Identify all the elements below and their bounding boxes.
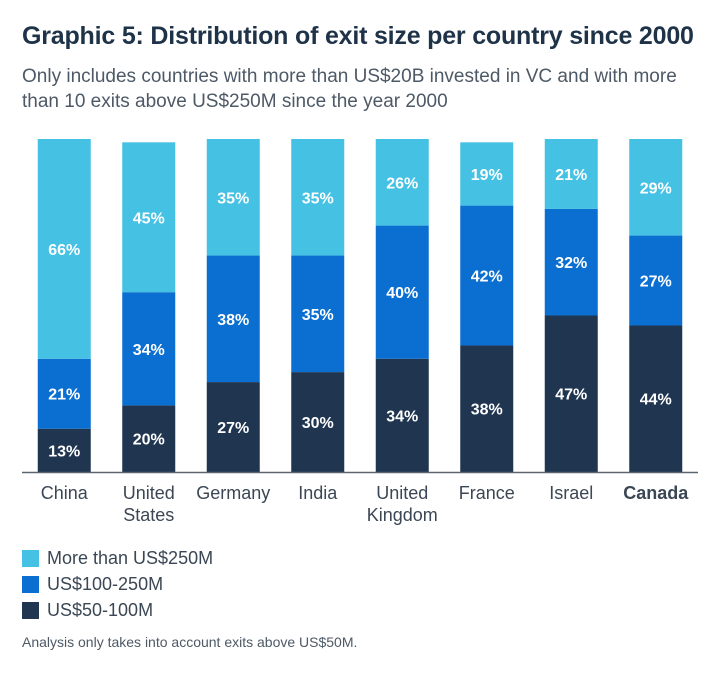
legend-swatch-100-250m bbox=[22, 575, 39, 593]
bar-segment-israel-us-100-250m bbox=[544, 208, 598, 316]
data-label-israel-us-50-100m: 47% bbox=[555, 387, 587, 404]
bar-segment-france-us-100-250m bbox=[460, 205, 514, 346]
chart-legend: More than US$250M US$100-250M US$50-100M bbox=[22, 545, 213, 623]
bar-segment-india-us-50-100m bbox=[291, 372, 345, 472]
category-label-france: France bbox=[459, 483, 515, 503]
bar-segment-united-states-more-than-us-250m bbox=[122, 142, 176, 293]
bar-segment-canada-us-50-100m bbox=[629, 325, 683, 472]
data-label-united-states-us-50-100m: 20% bbox=[133, 432, 165, 449]
bar-segment-germany-us-100-250m bbox=[206, 255, 260, 383]
data-label-germany-us-50-100m: 27% bbox=[217, 420, 249, 437]
bar-segment-united-kingdom-us-50-100m bbox=[375, 358, 429, 472]
legend-label-50-100m: US$50-100M bbox=[47, 599, 154, 620]
bar-segment-germany-us-50-100m bbox=[206, 382, 260, 472]
data-label-france-more-than-us-250m: 19% bbox=[471, 167, 503, 184]
data-label-china-us-50-100m: 13% bbox=[48, 443, 80, 460]
data-label-china-more-than-us-250m: 66% bbox=[48, 242, 80, 259]
legend-item-50-100m: US$50-100M bbox=[22, 597, 213, 623]
chart-footnote: Analysis only takes into account exits a… bbox=[22, 634, 358, 650]
bar-segment-united-states-us-100-250m bbox=[122, 292, 176, 406]
legend-item-over-250m: More than US$250M bbox=[22, 545, 213, 571]
bar-segment-canada-more-than-us-250m bbox=[629, 139, 683, 236]
data-label-canada-more-than-us-250m: 29% bbox=[640, 180, 672, 197]
data-label-united-states-us-100-250m: 34% bbox=[133, 342, 165, 359]
bar-segment-china-more-than-us-250m bbox=[37, 139, 91, 359]
legend-swatch-50-100m bbox=[22, 601, 39, 619]
data-label-united-kingdom-us-100-250m: 40% bbox=[386, 285, 418, 302]
bar-segment-united-kingdom-more-than-us-250m bbox=[375, 139, 429, 226]
data-label-china-us-100-250m: 21% bbox=[48, 387, 80, 404]
category-label-india: India bbox=[298, 483, 338, 503]
data-label-india-us-50-100m: 30% bbox=[302, 415, 334, 432]
chart-title: Graphic 5: Distribution of exit size per… bbox=[22, 22, 694, 50]
data-label-france-us-100-250m: 42% bbox=[471, 269, 503, 286]
bar-segment-china-us-100-250m bbox=[37, 358, 91, 429]
data-label-united-kingdom-us-50-100m: 34% bbox=[386, 408, 418, 425]
data-label-united-kingdom-more-than-us-250m: 26% bbox=[386, 175, 418, 192]
category-label-germany: Germany bbox=[196, 483, 270, 503]
data-label-india-more-than-us-250m: 35% bbox=[302, 190, 334, 207]
legend-item-100-250m: US$100-250M bbox=[22, 571, 213, 597]
bar-segment-united-states-us-50-100m bbox=[122, 405, 176, 472]
data-label-canada-us-100-250m: 27% bbox=[640, 274, 672, 291]
bar-segment-india-more-than-us-250m bbox=[291, 139, 345, 256]
data-label-canada-us-50-100m: 44% bbox=[640, 392, 672, 409]
data-label-united-states-more-than-us-250m: 45% bbox=[133, 210, 165, 227]
bar-segment-israel-more-than-us-250m bbox=[544, 139, 598, 209]
data-label-france-us-50-100m: 38% bbox=[471, 402, 503, 419]
bar-segment-india-us-100-250m bbox=[291, 255, 345, 373]
category-label-china: China bbox=[41, 483, 89, 503]
bar-segment-united-kingdom-us-100-250m bbox=[375, 225, 429, 359]
category-label-israel: Israel bbox=[549, 483, 593, 503]
category-label-united-kingdom: United Kingdom bbox=[367, 483, 438, 525]
bar-segment-france-us-50-100m bbox=[460, 345, 514, 472]
data-label-germany-more-than-us-250m: 35% bbox=[217, 190, 249, 207]
data-label-israel-us-100-250m: 32% bbox=[555, 255, 587, 272]
category-label-united-states: United States bbox=[123, 483, 175, 525]
legend-label-100-250m: US$100-250M bbox=[47, 573, 164, 594]
bar-segment-israel-us-50-100m bbox=[544, 315, 598, 472]
data-label-israel-more-than-us-250m: 21% bbox=[555, 167, 587, 184]
category-label-canada: Canada bbox=[623, 483, 689, 503]
bar-segment-france-more-than-us-250m bbox=[460, 142, 514, 206]
bar-segment-germany-more-than-us-250m bbox=[206, 139, 260, 256]
data-label-germany-us-100-250m: 38% bbox=[217, 312, 249, 329]
legend-label-over-250m: More than US$250M bbox=[47, 547, 214, 568]
stacked-bar-chart: 13% 21% 66% China 20% 34% 45% United States 27% 38… bbox=[22, 139, 698, 525]
bar-segment-china-us-50-100m bbox=[37, 428, 91, 472]
legend-swatch-over-250m bbox=[22, 549, 39, 567]
data-label-india-us-100-250m: 35% bbox=[302, 307, 334, 324]
bar-segment-canada-us-100-250m bbox=[629, 235, 683, 326]
chart-subtitle: Only includes countries with more than U… bbox=[22, 66, 677, 112]
